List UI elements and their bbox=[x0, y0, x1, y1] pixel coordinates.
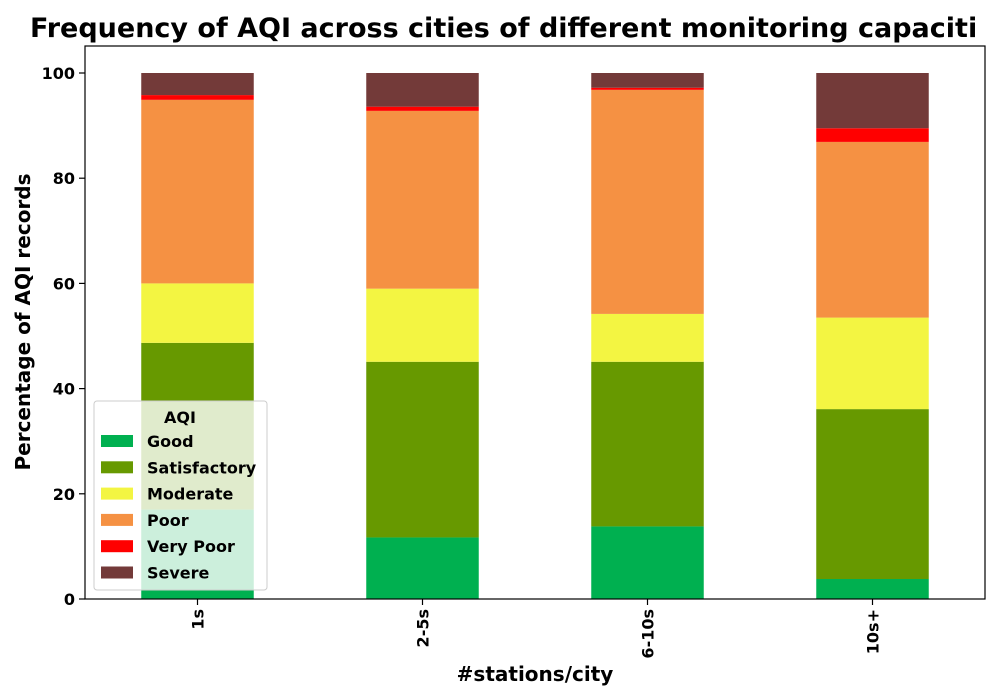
bar-severe-2-5s bbox=[366, 73, 479, 107]
bar-severe-1s bbox=[141, 73, 254, 96]
legend-label-satisfactory: Satisfactory bbox=[147, 458, 257, 477]
y-tick-label: 40 bbox=[53, 380, 75, 399]
x-axis-label: #stations/city bbox=[457, 662, 614, 686]
x-axis: 1s 2-5s 6-10s 10s+ bbox=[189, 599, 883, 659]
bar-very-poor-6-10s bbox=[591, 87, 704, 90]
bar-good-10s+ bbox=[816, 579, 929, 599]
plot-frame bbox=[84, 45, 986, 600]
bar-very-poor-2-5s bbox=[366, 106, 479, 111]
x-tick-label: 1s bbox=[189, 609, 208, 630]
legend-swatch-very-poor bbox=[101, 540, 133, 553]
legend-swatch-satisfactory bbox=[101, 461, 133, 474]
bar-satisfactory-6-10s bbox=[591, 361, 704, 527]
bar-moderate-6-10s bbox=[591, 313, 704, 362]
x-tick-label: 10s+ bbox=[864, 609, 883, 654]
legend-box bbox=[93, 400, 268, 591]
bar-satisfactory-10s+ bbox=[816, 409, 929, 580]
bar-poor-1s bbox=[141, 99, 254, 284]
bar-severe-10s+ bbox=[816, 73, 929, 129]
bar-moderate-10s+ bbox=[816, 317, 929, 410]
legend: AQI Good Satisfactory Moderate Poor Very Poor… bbox=[93, 400, 268, 591]
legend-label-moderate: Moderate bbox=[147, 485, 234, 504]
legend-swatch-poor bbox=[101, 513, 133, 526]
legend-title: AQI bbox=[164, 408, 196, 427]
bar-poor-10s+ bbox=[816, 141, 929, 318]
bar-moderate-2-5s bbox=[366, 288, 479, 362]
bar-severe-6-10s bbox=[591, 73, 704, 88]
y-tick-label: 80 bbox=[53, 169, 75, 188]
legend-label-good: Good bbox=[147, 432, 194, 451]
y-axis: 0 20 40 60 80 100 bbox=[42, 64, 85, 609]
legend-swatch-moderate bbox=[101, 487, 133, 500]
legend-swatch-severe bbox=[101, 566, 133, 579]
y-axis-label: Percentage of AQI records bbox=[11, 173, 35, 470]
x-tick-label: 6-10s bbox=[639, 609, 658, 659]
y-tick-label: 60 bbox=[53, 274, 75, 293]
bar-satisfactory-2-5s bbox=[366, 361, 479, 538]
legend-label-very-poor: Very Poor bbox=[147, 537, 235, 556]
bar-good-2-5s bbox=[366, 537, 479, 599]
x-tick-label: 2-5s bbox=[414, 609, 433, 647]
y-tick-label: 100 bbox=[42, 64, 75, 83]
y-tick-label: 20 bbox=[53, 485, 75, 504]
bar-very-poor-10s+ bbox=[816, 128, 929, 142]
bar-very-poor-1s bbox=[141, 95, 254, 100]
legend-swatch-good bbox=[101, 435, 133, 447]
y-tick-label: 0 bbox=[64, 590, 75, 609]
bar-good-6-10s bbox=[591, 526, 704, 599]
bars-group bbox=[141, 73, 929, 599]
bar-poor-6-10s bbox=[591, 89, 704, 314]
bar-moderate-1s bbox=[141, 283, 254, 343]
bar-poor-2-5s bbox=[366, 110, 479, 289]
legend-label-poor: Poor bbox=[147, 511, 189, 530]
legend-label-severe: Severe bbox=[147, 564, 210, 583]
chart-title: Frequency of AQI across cities of differ… bbox=[30, 13, 977, 44]
